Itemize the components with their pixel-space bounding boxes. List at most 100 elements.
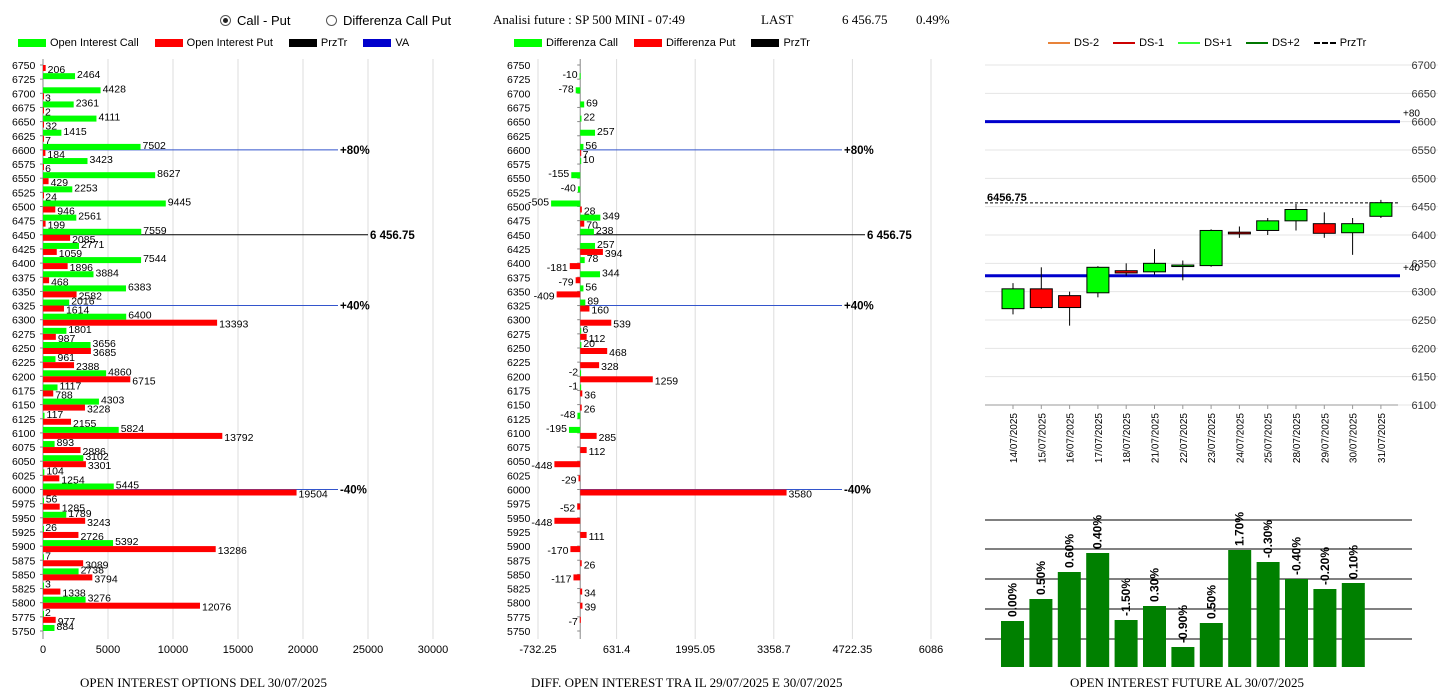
put-bar-label: 3228 — [87, 404, 111, 416]
put-bar — [43, 263, 68, 270]
oi-bar — [1171, 647, 1195, 667]
call-bar — [580, 327, 582, 334]
call-bar — [580, 101, 585, 108]
call-bar — [43, 384, 58, 391]
put-bar-label: 70 — [586, 220, 598, 232]
put-bar — [43, 602, 200, 609]
call-bar — [580, 228, 594, 235]
call-bar — [43, 115, 97, 122]
candle-body — [1256, 220, 1280, 231]
oi-bar — [1341, 583, 1365, 667]
call-bar — [577, 186, 581, 193]
strike-label: 6275 — [507, 329, 531, 341]
legend-oi: Open Interest Call Open Interest Put Prz… — [18, 37, 425, 49]
put-bar — [580, 404, 582, 411]
put-bar — [580, 588, 583, 595]
oi-bar-label: 0.40% — [1091, 515, 1105, 549]
candle-body — [1341, 223, 1365, 234]
call-bar — [43, 497, 44, 504]
call-bar — [43, 554, 44, 561]
put-bar-label: 19504 — [299, 489, 328, 501]
call-bar — [43, 73, 76, 80]
call-bar — [43, 158, 88, 165]
call-bar — [43, 370, 107, 377]
strike-label: 6425 — [507, 244, 531, 256]
strike-label: 6450 — [12, 230, 36, 242]
call-bar-label: 3 — [45, 579, 51, 591]
call-bar-label: 1415 — [63, 126, 87, 138]
y-tick-label: 6700 — [1412, 60, 1436, 72]
diff-open-interest-chart: -732.25 631.4 1995.05 3358.7 4722.35 6086 6750… — [507, 59, 943, 656]
call-bar-label: 1789 — [68, 508, 92, 520]
call-bar-label: 8627 — [157, 168, 181, 180]
put-bar-label: 112 — [589, 333, 606, 345]
radio-unselected-icon[interactable] — [326, 15, 337, 26]
candle-body — [1143, 262, 1166, 273]
call-bar-label: 56 — [46, 494, 58, 506]
put-bar-label: -52 — [560, 503, 575, 515]
call-bar-label: 2561 — [78, 211, 102, 223]
put-bar-label: 112 — [589, 446, 606, 458]
radio-selected-icon[interactable] — [220, 15, 231, 26]
call-bar — [580, 271, 601, 278]
strike-label: 6675 — [12, 102, 36, 114]
call-bar — [43, 313, 127, 320]
put-bar-label: 111 — [589, 531, 605, 543]
put-bar-label: 199 — [48, 220, 66, 232]
call-bar-label: 238 — [596, 225, 614, 237]
candle-body — [1199, 229, 1223, 267]
put-bar-label: -409 — [534, 290, 555, 302]
put-bar — [579, 616, 581, 623]
put-bar-label: 7 — [583, 149, 589, 161]
call-bar-label: 9445 — [168, 197, 192, 209]
put-bar — [43, 489, 297, 496]
strike-label: 5950 — [12, 513, 36, 525]
strike-label: 6400 — [12, 258, 36, 270]
call-bar-label: 56 — [585, 140, 597, 152]
call-bar — [580, 129, 596, 136]
strike-label: 6225 — [12, 357, 36, 369]
put-bar-label: 429 — [51, 177, 69, 189]
oi-bar — [1086, 553, 1110, 667]
put-bar-label: -29 — [561, 474, 576, 486]
put-bar — [43, 121, 44, 128]
oi-bar — [1313, 589, 1337, 667]
radio-call-put[interactable]: Call - Put — [220, 13, 290, 28]
candlestick-chart: 6700 6650 6600 6550 6500 6450 6400 6350 6300 6250… — [985, 60, 1438, 463]
put-bar-label: 13393 — [219, 319, 248, 331]
put-bar-label: 24 — [45, 191, 57, 203]
date-label: 30/07/2025 — [1349, 413, 1360, 463]
strike-label: 6250 — [507, 343, 531, 355]
call-bar-label: 20 — [583, 338, 595, 350]
radio-differenza[interactable]: Differenza Call Put — [326, 13, 451, 28]
put-bar-label: 3685 — [93, 347, 117, 359]
y-tick-label: 6250 — [1412, 315, 1436, 327]
oi-bar-label: 0.50% — [1034, 561, 1048, 595]
legend-item-diff-call: Differenza Call — [514, 37, 618, 49]
call-bar — [579, 73, 581, 80]
put-bar — [580, 348, 608, 354]
put-bar-label: 3301 — [88, 460, 112, 472]
call-bar — [43, 242, 80, 249]
strike-label: 5750 — [507, 626, 531, 638]
strike-label: 6200 — [12, 371, 36, 383]
strike-label: 5975 — [507, 499, 531, 511]
put-bar — [43, 192, 44, 199]
put-bar — [43, 362, 75, 369]
put-bar — [43, 178, 49, 185]
call-bar-label: 3276 — [88, 593, 112, 605]
x-tick-label: 30000 — [418, 644, 449, 656]
call-bar — [551, 200, 581, 207]
y-tick-label: 6650 — [1412, 88, 1436, 100]
candle-body — [1001, 288, 1025, 310]
call-bar-label: 884 — [56, 621, 74, 633]
call-bar — [43, 412, 45, 419]
candle-body — [1284, 209, 1308, 222]
put-bar-label: 6715 — [132, 375, 156, 387]
strike-label: 5925 — [12, 527, 36, 539]
put-bar — [580, 560, 582, 567]
top-bar: Call - Put Differenza Call Put Analisi f… — [0, 0, 1447, 34]
put-bar-label: 1059 — [59, 248, 83, 260]
put-bar — [43, 93, 44, 100]
put-bar — [43, 531, 79, 538]
